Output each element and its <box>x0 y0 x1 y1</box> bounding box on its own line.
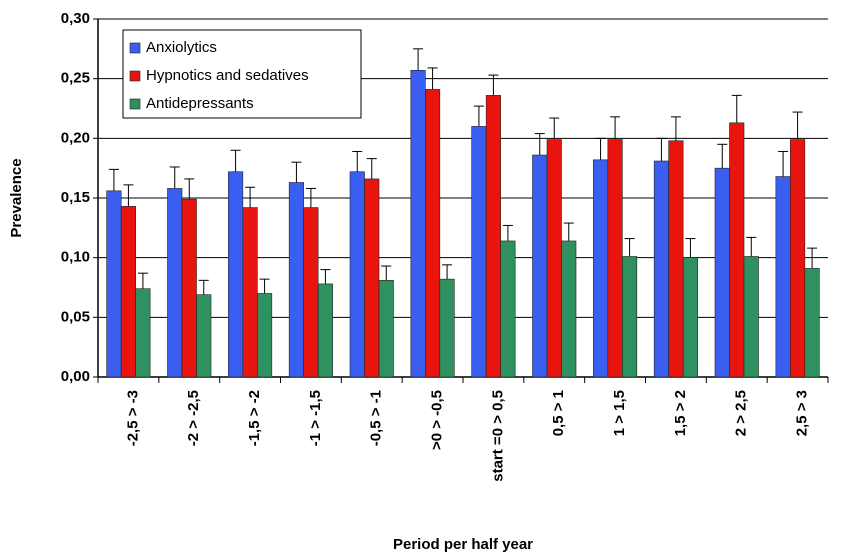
x-tick-label: 1,5 > 2 <box>672 390 689 436</box>
x-tick-label: 2,5 > 3 <box>794 390 811 436</box>
x-tick-label: -1 > -1,5 <box>307 390 324 446</box>
bar <box>743 256 759 378</box>
bar <box>228 171 244 378</box>
bar <box>288 182 304 378</box>
bar <box>593 159 609 378</box>
bar <box>546 139 562 378</box>
bar <box>410 70 426 378</box>
bar <box>439 278 455 378</box>
y-tick-label: 0,00 <box>61 368 90 385</box>
y-tick-label: 0,10 <box>61 249 90 266</box>
x-tick-label: -2 > -2,5 <box>185 390 202 446</box>
x-tick-label: 0,5 > 1 <box>550 390 567 436</box>
bar <box>485 95 501 378</box>
bar <box>106 190 122 378</box>
legend-swatch <box>129 98 141 110</box>
bar <box>607 139 623 378</box>
bar <box>135 288 151 378</box>
bar <box>804 268 820 378</box>
y-tick-label: 0,30 <box>61 10 90 27</box>
bar <box>378 280 394 378</box>
bar <box>682 257 698 378</box>
legend-box <box>122 29 362 119</box>
bar <box>471 126 487 378</box>
bar <box>729 122 745 378</box>
bar <box>120 206 136 378</box>
x-tick-label: -0,5 > -1 <box>368 390 385 446</box>
x-tick-label: -1,5 > -2 <box>246 390 263 446</box>
bar <box>196 294 212 378</box>
legend-label: Antidepressants <box>146 95 254 112</box>
bar <box>668 140 684 378</box>
bar <box>653 160 669 378</box>
bar <box>257 293 273 378</box>
y-axis-title: Prevalence <box>8 158 25 237</box>
bar <box>561 240 577 378</box>
legend-swatch <box>129 70 141 82</box>
bar <box>775 176 791 378</box>
bar <box>303 207 319 378</box>
bar <box>181 198 197 378</box>
x-tick-label: -2,5 > -3 <box>124 390 141 446</box>
y-tick-label: 0,25 <box>61 70 90 87</box>
bar <box>622 256 638 378</box>
x-tick-label: start =0 > 0,5 <box>489 390 506 482</box>
bar <box>500 240 516 378</box>
x-tick-label: >0 > -0,5 <box>429 390 446 450</box>
y-tick-label: 0,05 <box>61 308 90 325</box>
bar <box>714 167 730 378</box>
x-axis-title: Period per half year <box>393 536 533 553</box>
bar <box>242 207 258 378</box>
x-tick-label: 1 > 1,5 <box>611 390 628 436</box>
bar <box>167 188 183 378</box>
y-tick-label: 0,15 <box>61 189 90 206</box>
bar <box>790 139 806 378</box>
legend-swatch <box>129 42 141 54</box>
bar <box>425 89 441 378</box>
y-tick-label: 0,20 <box>61 129 90 146</box>
bar <box>317 283 333 378</box>
bar <box>349 171 365 378</box>
legend-label: Anxiolytics <box>146 39 217 56</box>
x-tick-label: 2 > 2,5 <box>733 390 750 436</box>
bar <box>532 154 548 378</box>
legend-label: Hypnotics and sedatives <box>146 67 309 84</box>
bar <box>364 178 380 378</box>
